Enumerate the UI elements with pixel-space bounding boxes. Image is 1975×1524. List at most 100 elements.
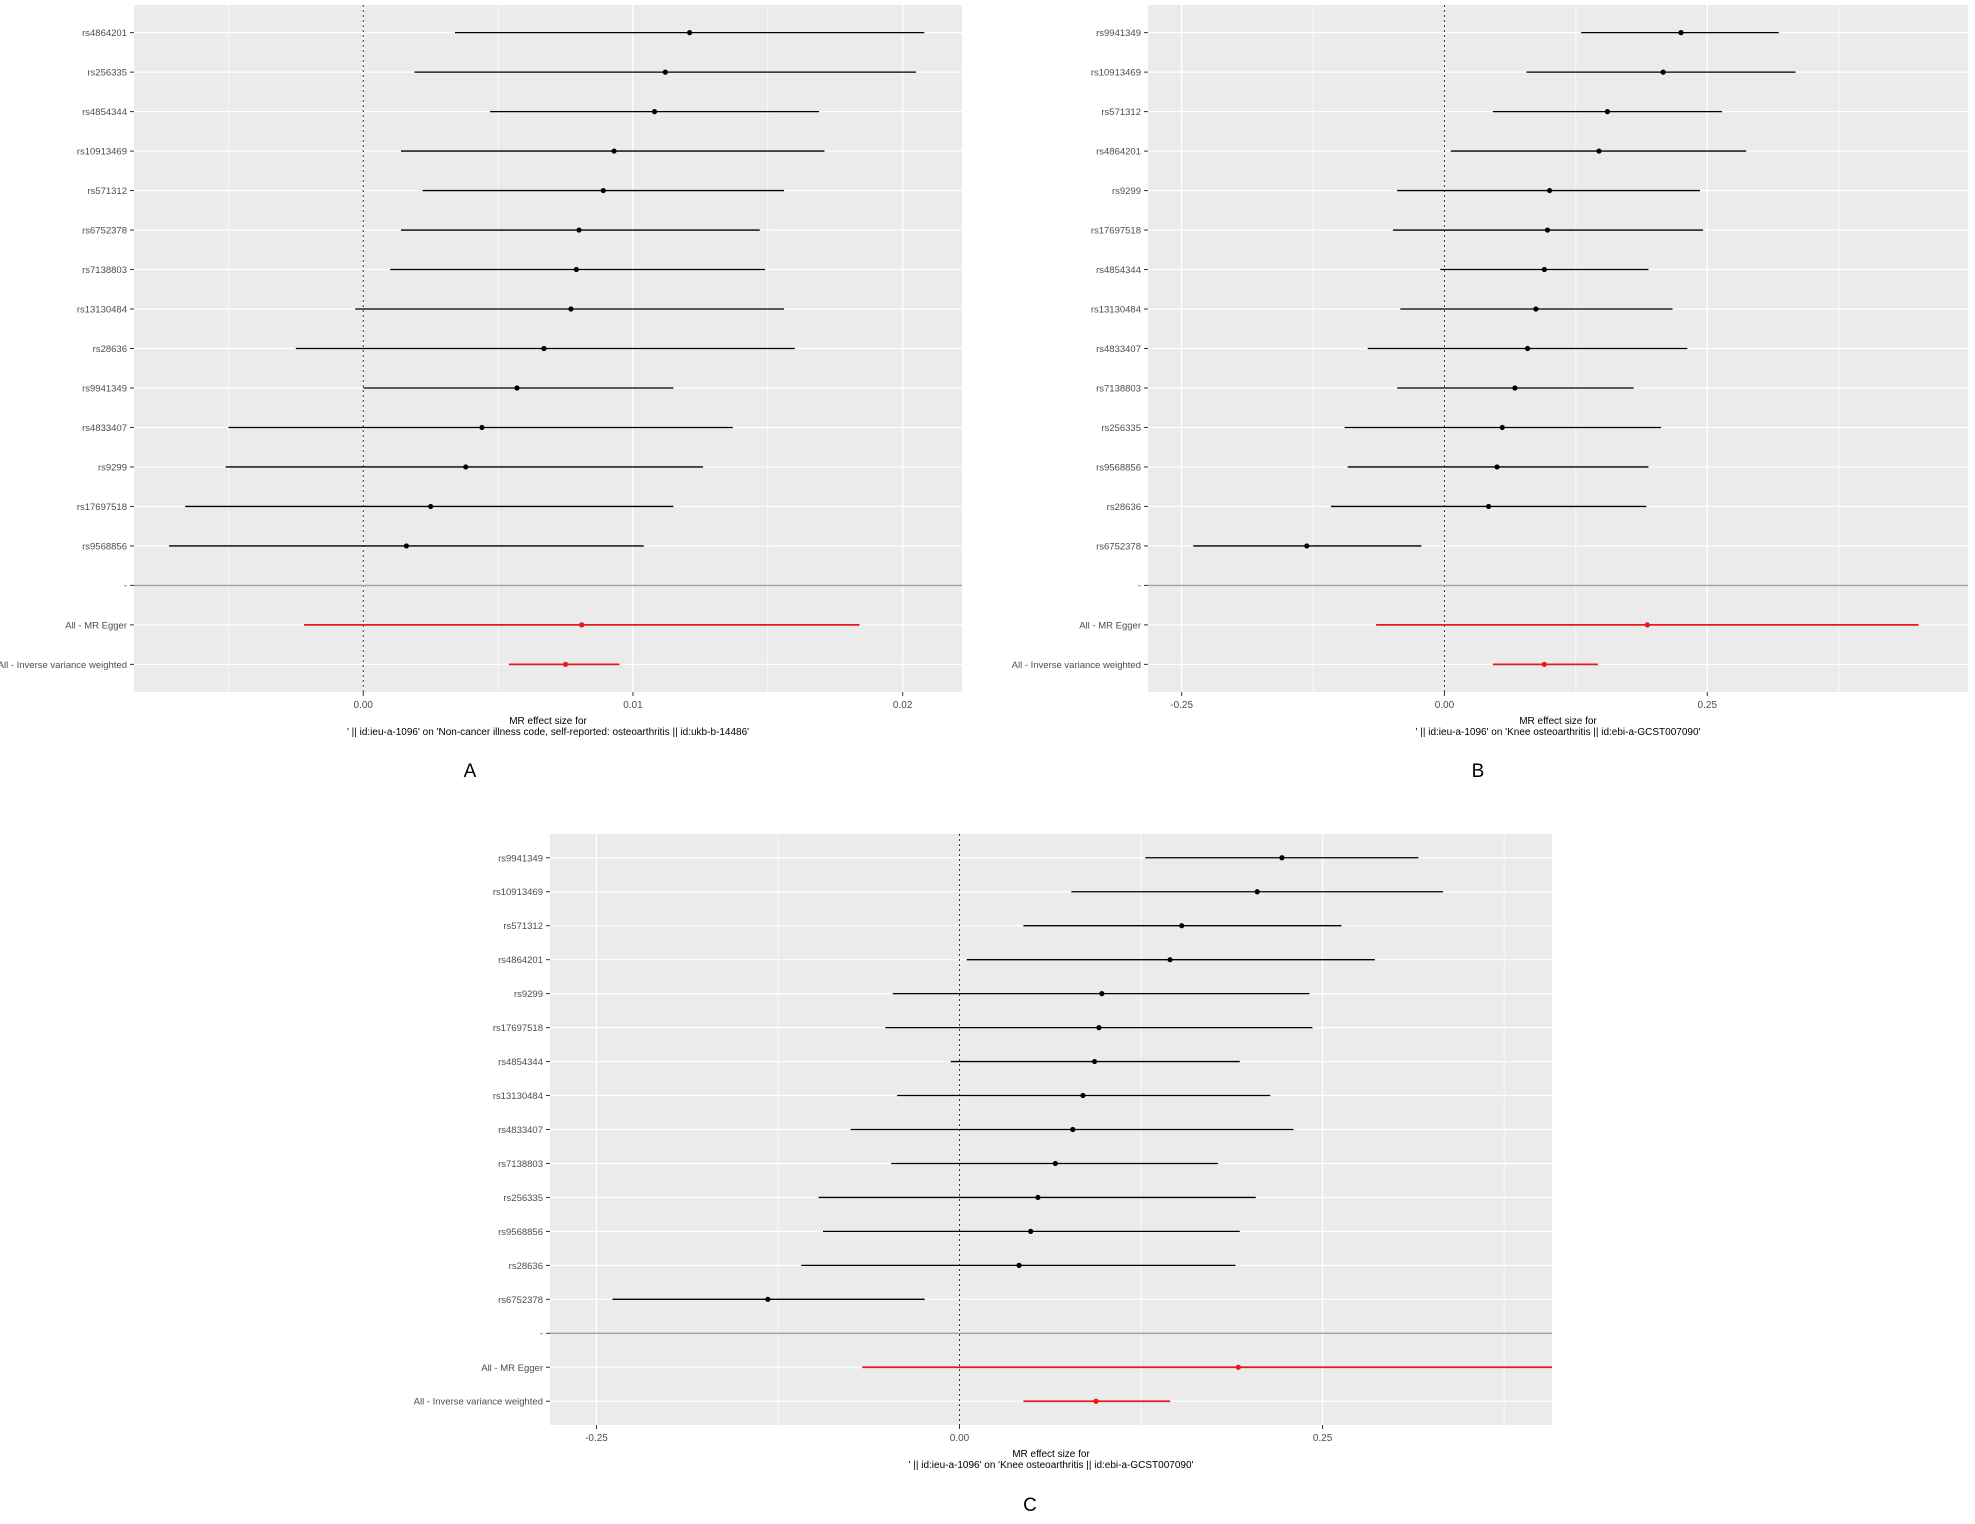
snp-label: rs4854344 [1096, 265, 1141, 276]
snp-estimate-point [1070, 1126, 1076, 1133]
snp-label: rs9299 [1112, 186, 1141, 197]
snp-estimate-point [1533, 306, 1539, 312]
snp-label: rs10913469 [493, 887, 543, 898]
snp-estimate-point [576, 227, 582, 233]
snp-estimate-point [662, 69, 668, 75]
snp-estimate-point [514, 385, 520, 391]
snp-estimate-point [1541, 266, 1547, 273]
snp-label: rs6752378 [82, 226, 127, 237]
snp-label: rs9941349 [82, 383, 127, 394]
snp-estimate-point [568, 306, 574, 312]
snp-estimate-point [1254, 889, 1260, 895]
x-axis-title-line1: MR effect size for [1012, 1449, 1090, 1460]
x-axis-title-line2: ' || id:ieu-a-1096' on 'Knee osteoarthri… [909, 1460, 1194, 1471]
snp-estimate-point [1035, 1194, 1041, 1201]
summary-label: All - MR Egger [65, 620, 127, 631]
x-axis-title-line1: MR effect size for [509, 716, 587, 727]
snp-label: rs6752378 [1096, 541, 1141, 552]
x-tick-label: 0.00 [1435, 700, 1455, 711]
x-tick-label: 0.00 [354, 700, 374, 711]
summary-label: All - Inverse variance weighted [0, 660, 127, 671]
snp-estimate-point [403, 543, 410, 549]
snp-label: rs4833407 [1096, 344, 1141, 355]
summary-estimate-point [1235, 1364, 1241, 1370]
snp-label: rs4854344 [498, 1057, 543, 1068]
forest-plot-b: rs9941349 rs10913469 rs571312 rs4864201 rs92… [1000, 0, 1975, 782]
snp-estimate-point [1544, 227, 1551, 233]
snp-label: rs9568856 [1096, 462, 1141, 473]
x-axis-title-line2: ' || id:ieu-a-1096' on 'Non-cancer illne… [347, 727, 749, 738]
snp-estimate-point [479, 424, 485, 431]
snp-estimate-point [1179, 923, 1185, 929]
snp-estimate-point [428, 503, 434, 510]
snp-label: rs10913469 [77, 147, 127, 158]
snp-estimate-point [1512, 385, 1518, 391]
snp-estimate-point [463, 464, 469, 470]
snp-estimate-point [1494, 464, 1500, 470]
snp-label: rs17697518 [1091, 226, 1141, 237]
snp-estimate-point [651, 109, 658, 115]
snp-estimate-point [1091, 1058, 1098, 1065]
snp-label: rs571312 [503, 921, 543, 932]
snp-estimate-point [686, 30, 693, 36]
snp-estimate-point [1678, 30, 1684, 36]
snp-estimate-point [1304, 543, 1310, 549]
snp-label: rs9299 [98, 462, 127, 473]
x-tick-label: -0.25 [1170, 700, 1193, 711]
snp-estimate-point [765, 1296, 771, 1302]
snp-estimate-point [1596, 148, 1602, 154]
summary-label: All - Inverse variance weighted [1012, 660, 1141, 671]
snp-label: rs4864201 [82, 28, 127, 39]
snp-estimate-point [1099, 991, 1105, 997]
snp-label: rs7138803 [498, 1159, 543, 1170]
x-tick-label: -0.25 [585, 1433, 608, 1444]
snp-label: rs7138803 [1096, 383, 1141, 394]
snp-label: rs4854344 [82, 107, 127, 118]
snp-label: rs17697518 [493, 1023, 543, 1034]
separator-label: - [124, 580, 127, 591]
panel-letter: A [464, 761, 477, 780]
snp-label: rs571312 [87, 186, 127, 197]
snp-estimate-point [1016, 1262, 1022, 1268]
snp-estimate-point [1660, 69, 1666, 75]
summary-label: All - MR Egger [481, 1363, 543, 1374]
x-axis-title-line1: MR effect size for [1519, 716, 1597, 727]
snp-label: rs256335 [87, 68, 127, 79]
snp-label: rs17697518 [77, 502, 127, 513]
x-tick-label: 0.25 [1698, 700, 1718, 711]
summary-estimate-point [1093, 1398, 1099, 1404]
snp-estimate-point [611, 148, 617, 154]
summary-label: All - Inverse variance weighted [414, 1397, 543, 1408]
panel-letter: C [1023, 1495, 1037, 1516]
snp-estimate-point [600, 187, 606, 194]
snp-label: rs9299 [514, 989, 543, 1000]
snp-label: rs4833407 [498, 1125, 543, 1136]
snp-label: rs13130484 [493, 1091, 543, 1102]
snp-label: rs4864201 [498, 955, 543, 966]
snp-label: rs28636 [1107, 502, 1141, 513]
snp-label: rs13130484 [1091, 305, 1141, 316]
snp-estimate-point [1052, 1160, 1058, 1167]
forest-plot-c: rs9941349 rs10913469 rs571312 rs4864201 rs92… [400, 820, 1575, 1519]
snp-estimate-point [1546, 187, 1553, 194]
summary-estimate-point [1541, 661, 1547, 667]
snp-label: rs28636 [509, 1261, 543, 1272]
snp-label: rs4833407 [82, 423, 127, 434]
snp-label: rs13130484 [77, 305, 127, 316]
separator-label: - [540, 1328, 543, 1339]
x-axis-title-line2: ' || id:ieu-a-1096' on 'Knee osteoarthri… [1416, 727, 1701, 738]
x-tick-label: 0.00 [950, 1433, 970, 1444]
snp-label: rs9568856 [498, 1227, 543, 1238]
snp-estimate-point [1028, 1228, 1034, 1234]
forest-plot-a-svg: rs4864201 rs256335 rs4854344 rs10913469 rs57… [0, 5, 962, 782]
forest-plot-a: rs4864201 rs256335 rs4854344 rs10913469 rs57… [0, 0, 975, 782]
snp-label: rs9941349 [498, 853, 543, 864]
panel-letter: B [1472, 761, 1485, 780]
summary-estimate-point [1644, 622, 1650, 628]
snp-estimate-point [1279, 855, 1285, 861]
snp-estimate-point [1167, 957, 1173, 963]
snp-label: rs9568856 [82, 541, 127, 552]
snp-label: rs4864201 [1096, 147, 1141, 158]
snp-estimate-point [1524, 345, 1531, 352]
snp-label: rs7138803 [82, 265, 127, 276]
